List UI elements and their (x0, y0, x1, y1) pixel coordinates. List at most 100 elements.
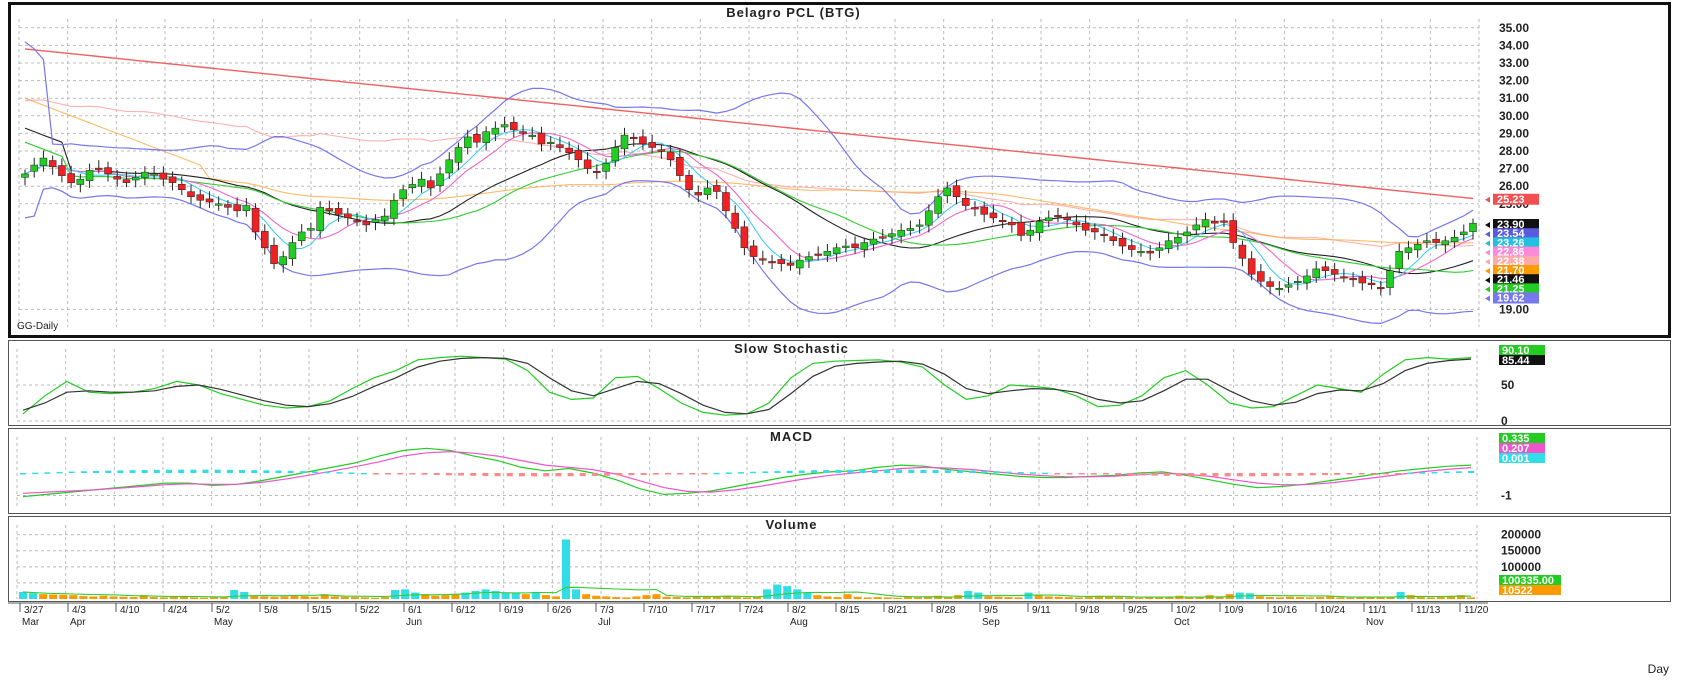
volume-bar (230, 589, 239, 599)
macd-histogram-bar (421, 473, 428, 475)
volume-bar (401, 589, 410, 599)
macd-histogram-bar (336, 472, 343, 474)
indicator-tag-bg (1493, 246, 1539, 258)
candle-body (1044, 217, 1053, 222)
end-tag-value: 85.44 (1502, 355, 1530, 367)
price-chart-svg: 35.00 34.00 33.00 32.00 31.00 30.00 29.00 28.00… (17, 19, 1539, 332)
volume-bar (1125, 597, 1134, 599)
candle-body (1349, 278, 1357, 281)
candle-body (759, 258, 767, 261)
macd-histogram-bar (786, 470, 793, 473)
macd-histogram-bar (1090, 473, 1097, 475)
candle-body (814, 253, 822, 256)
candle-body (21, 173, 29, 178)
x-tick-label: 9/25 (1128, 605, 1148, 616)
macd-histogram-bar (1297, 473, 1304, 476)
volume-bar (622, 597, 631, 599)
candle-body (344, 213, 352, 219)
volume-bar (501, 592, 510, 599)
volume-bar (1094, 596, 1103, 599)
candle-body (629, 136, 638, 139)
candle-body (1404, 247, 1413, 253)
candle-body (648, 142, 656, 148)
volume-bar (491, 590, 500, 599)
price-panel[interactable]: Belagro PCL (BTG) 35.00 34.00 33.00 32.00 31… (8, 2, 1671, 338)
x-tick-label: 7/10 (648, 605, 668, 616)
candle-body (122, 179, 131, 183)
candle-body (48, 160, 57, 168)
candle-body (279, 256, 287, 266)
candle-body (832, 247, 841, 255)
candle-body (1192, 224, 1201, 231)
macd-histogram-bar (981, 470, 988, 473)
end-tag-bg (1499, 575, 1561, 585)
volume-bar (944, 597, 953, 599)
volume-bar (893, 597, 902, 599)
macd-histogram-bar (810, 470, 817, 473)
end-tag-bg (1499, 453, 1545, 463)
macd-histogram-bar (664, 473, 671, 475)
volume-panel[interactable]: Volume 20000015000010000050000100335.001… (8, 516, 1671, 602)
candle-body (1008, 221, 1016, 226)
macd-histogram-bar (604, 473, 611, 476)
volume-bar (994, 596, 1003, 599)
month-label: Jul (598, 617, 611, 628)
y-tick-label: -1 (1501, 489, 1512, 503)
volume-bar (1195, 597, 1204, 599)
macd-histogram-bar (1431, 471, 1438, 474)
candle-body (998, 220, 1007, 223)
macd-histogram-bar (166, 469, 173, 473)
candle-body (1432, 238, 1440, 243)
candle-body (731, 212, 739, 229)
volume-bar (702, 596, 711, 599)
x-tick-label: 10/16 (1272, 605, 1297, 616)
candle-body (703, 187, 712, 195)
trend-line-red (24, 48, 1474, 200)
volume-bar (1406, 595, 1415, 599)
candle-body (187, 191, 195, 198)
volume-bar (732, 597, 741, 599)
indicator-tag-value: 21.25 (1497, 283, 1525, 295)
macd-histogram-bar (798, 470, 805, 473)
macd-histogram-bar (1236, 473, 1243, 477)
indicator-tag-arrow (1485, 222, 1490, 228)
candle-body (104, 167, 112, 175)
y-tick-label: 30.00 (1499, 109, 1529, 123)
indicator-tag-value: 22.86 (1497, 247, 1525, 259)
candle-body (85, 170, 94, 182)
macd-panel[interactable]: MACD -1 0.335 0.207 0.001 (8, 428, 1671, 514)
stochastic-panel[interactable]: Slow Stochastic 50 0 90.10 85.44 (8, 340, 1671, 428)
volume-bar (1014, 597, 1023, 599)
candle-body (1330, 269, 1339, 275)
indicator-tag-bg (1493, 228, 1539, 240)
candle-body (1201, 219, 1210, 228)
macd-histogram-bar (202, 469, 209, 473)
candle-body (1183, 231, 1191, 237)
y-tick-label: 32.00 (1499, 74, 1529, 88)
volume-bar (913, 597, 922, 599)
candle-body (67, 173, 75, 183)
x-tick-label: 6/12 (456, 605, 476, 616)
candle-body (639, 136, 647, 145)
macd-histogram-bar (896, 469, 903, 473)
macd-histogram-bar (263, 470, 270, 473)
volume-bar (1275, 597, 1284, 599)
volume-bar (270, 596, 279, 599)
volume-bar (320, 594, 329, 599)
volume-bar (662, 596, 671, 599)
macd-histogram-bar (93, 470, 100, 473)
volume-bar (1135, 597, 1144, 599)
candle-body (925, 210, 933, 226)
candle-body (943, 187, 952, 197)
volume-bar (773, 584, 782, 599)
macd-histogram-bar (1212, 473, 1219, 477)
volume-bar (863, 597, 872, 599)
macd-histogram-bar (1115, 473, 1122, 475)
x-tick-label: 7/17 (696, 605, 716, 616)
volume-bar (632, 596, 641, 599)
macd-histogram-bar (1054, 473, 1061, 475)
volume-bar (340, 596, 349, 599)
volume-bar (742, 597, 752, 599)
